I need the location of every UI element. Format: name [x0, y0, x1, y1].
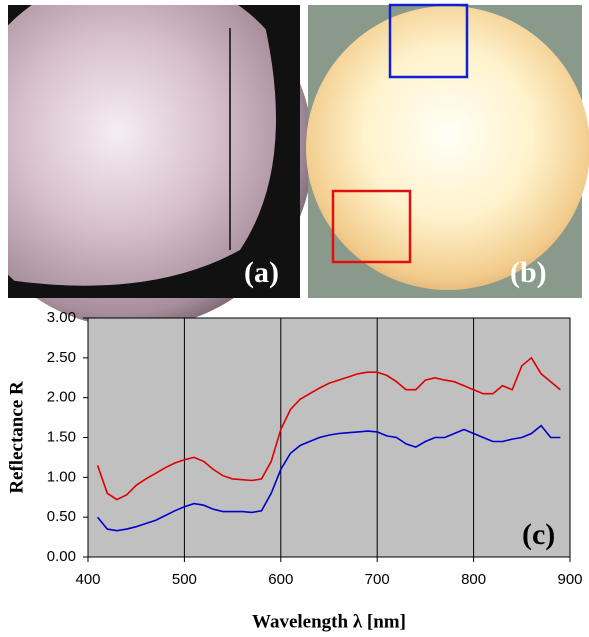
y-axis-title: Reflectance R	[6, 381, 27, 494]
y-tick-label: 0.50	[47, 508, 76, 525]
x-axis-title: Wavelength λ [nm]	[252, 611, 406, 632]
y-tick-label: 1.50	[47, 428, 76, 445]
x-tick-label: 800	[461, 571, 486, 588]
panel-label: (b)	[510, 256, 547, 289]
y-tick-label: 2.50	[47, 349, 76, 366]
y-tick-label: 1.00	[47, 468, 76, 485]
y-tick-label: 2.00	[47, 389, 76, 406]
panel-label: (a)	[244, 256, 279, 289]
plot-area	[88, 318, 570, 557]
figure: (a) (b) 400 500 600 700 800 900 0.00 0.50 1.00 1.…	[0, 0, 589, 637]
photo-b: (b)	[306, 5, 589, 298]
x-tick-label: 600	[268, 571, 293, 588]
x-tick-label: 500	[172, 571, 197, 588]
panel-label: (c)	[522, 518, 555, 551]
y-tick-label: 3.00	[47, 309, 76, 326]
x-tick-label: 400	[75, 571, 100, 588]
x-tick-label: 700	[365, 571, 390, 588]
page: {"panels": {"a": "(a)", "b": "(b)"}, "ch…	[0, 0, 589, 637]
chart: 400 500 600 700 800 900 0.00 0.50 1.00 1.50 2.00 2.…	[6, 309, 582, 632]
y-tick-label: 0.00	[47, 548, 76, 565]
x-tick-label: 900	[557, 571, 582, 588]
